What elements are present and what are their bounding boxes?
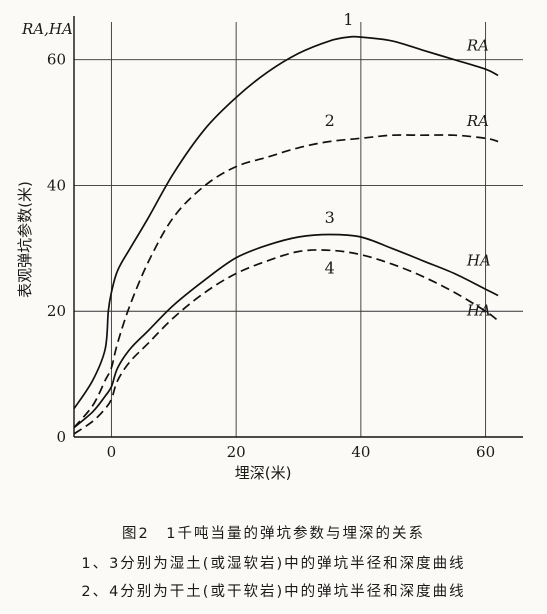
series-number-label: 2	[325, 111, 335, 130]
x-tick-label: 40	[351, 443, 370, 461]
grid	[74, 22, 523, 437]
series-line-3	[73, 233, 499, 429]
series-line-1	[73, 35, 499, 410]
x-axis-title: 埋深(米)	[235, 464, 292, 482]
y-tick-label: 20	[47, 302, 66, 320]
caption-note-1: 1、3分别为湿土(或湿软岩)中的弹坑半径和深度曲线	[81, 556, 466, 572]
series-line-2	[73, 134, 499, 429]
caption-note-2: 2、4分别为干土(或干软岩)中的弹坑半径和深度曲线	[81, 584, 466, 600]
series-line-4	[73, 249, 499, 435]
y-axis-corner-label: RA,HA	[21, 20, 73, 38]
figure-caption: 图2 1千吨当量的弹坑参数与埋深的关系	[122, 526, 425, 542]
chart-labels: 0 20 40 60 0 20 40 60 埋深(米) 表观弹坑参数(米) RA,HA 1 RA 2 RA 3…	[16, 10, 495, 482]
series-curve-label: HA	[466, 251, 491, 269]
series-number-label: 4	[325, 259, 335, 278]
x-tick-label: 20	[227, 443, 246, 461]
x-tick-label: 60	[476, 443, 495, 461]
series-number-label: 1	[343, 10, 353, 29]
series-curve-label: RA	[466, 112, 489, 130]
series-lines	[73, 35, 499, 435]
y-tick-label: 60	[47, 51, 66, 69]
chart-plot: 0 20 40 60 0 20 40 60 埋深(米) 表观弹坑参数(米) RA,HA 1 RA 2 RA 3…	[16, 10, 523, 482]
series-curve-label: HA	[466, 302, 491, 320]
axes	[73, 16, 523, 438]
series-number-label: 3	[325, 208, 335, 227]
series-curve-label: RA	[466, 36, 489, 54]
y-tick-label: 40	[47, 176, 66, 194]
y-axis-title: 表观弹坑参数(米)	[16, 181, 34, 298]
x-tick-label: 0	[107, 443, 117, 461]
y-tick-label: 0	[56, 428, 66, 446]
